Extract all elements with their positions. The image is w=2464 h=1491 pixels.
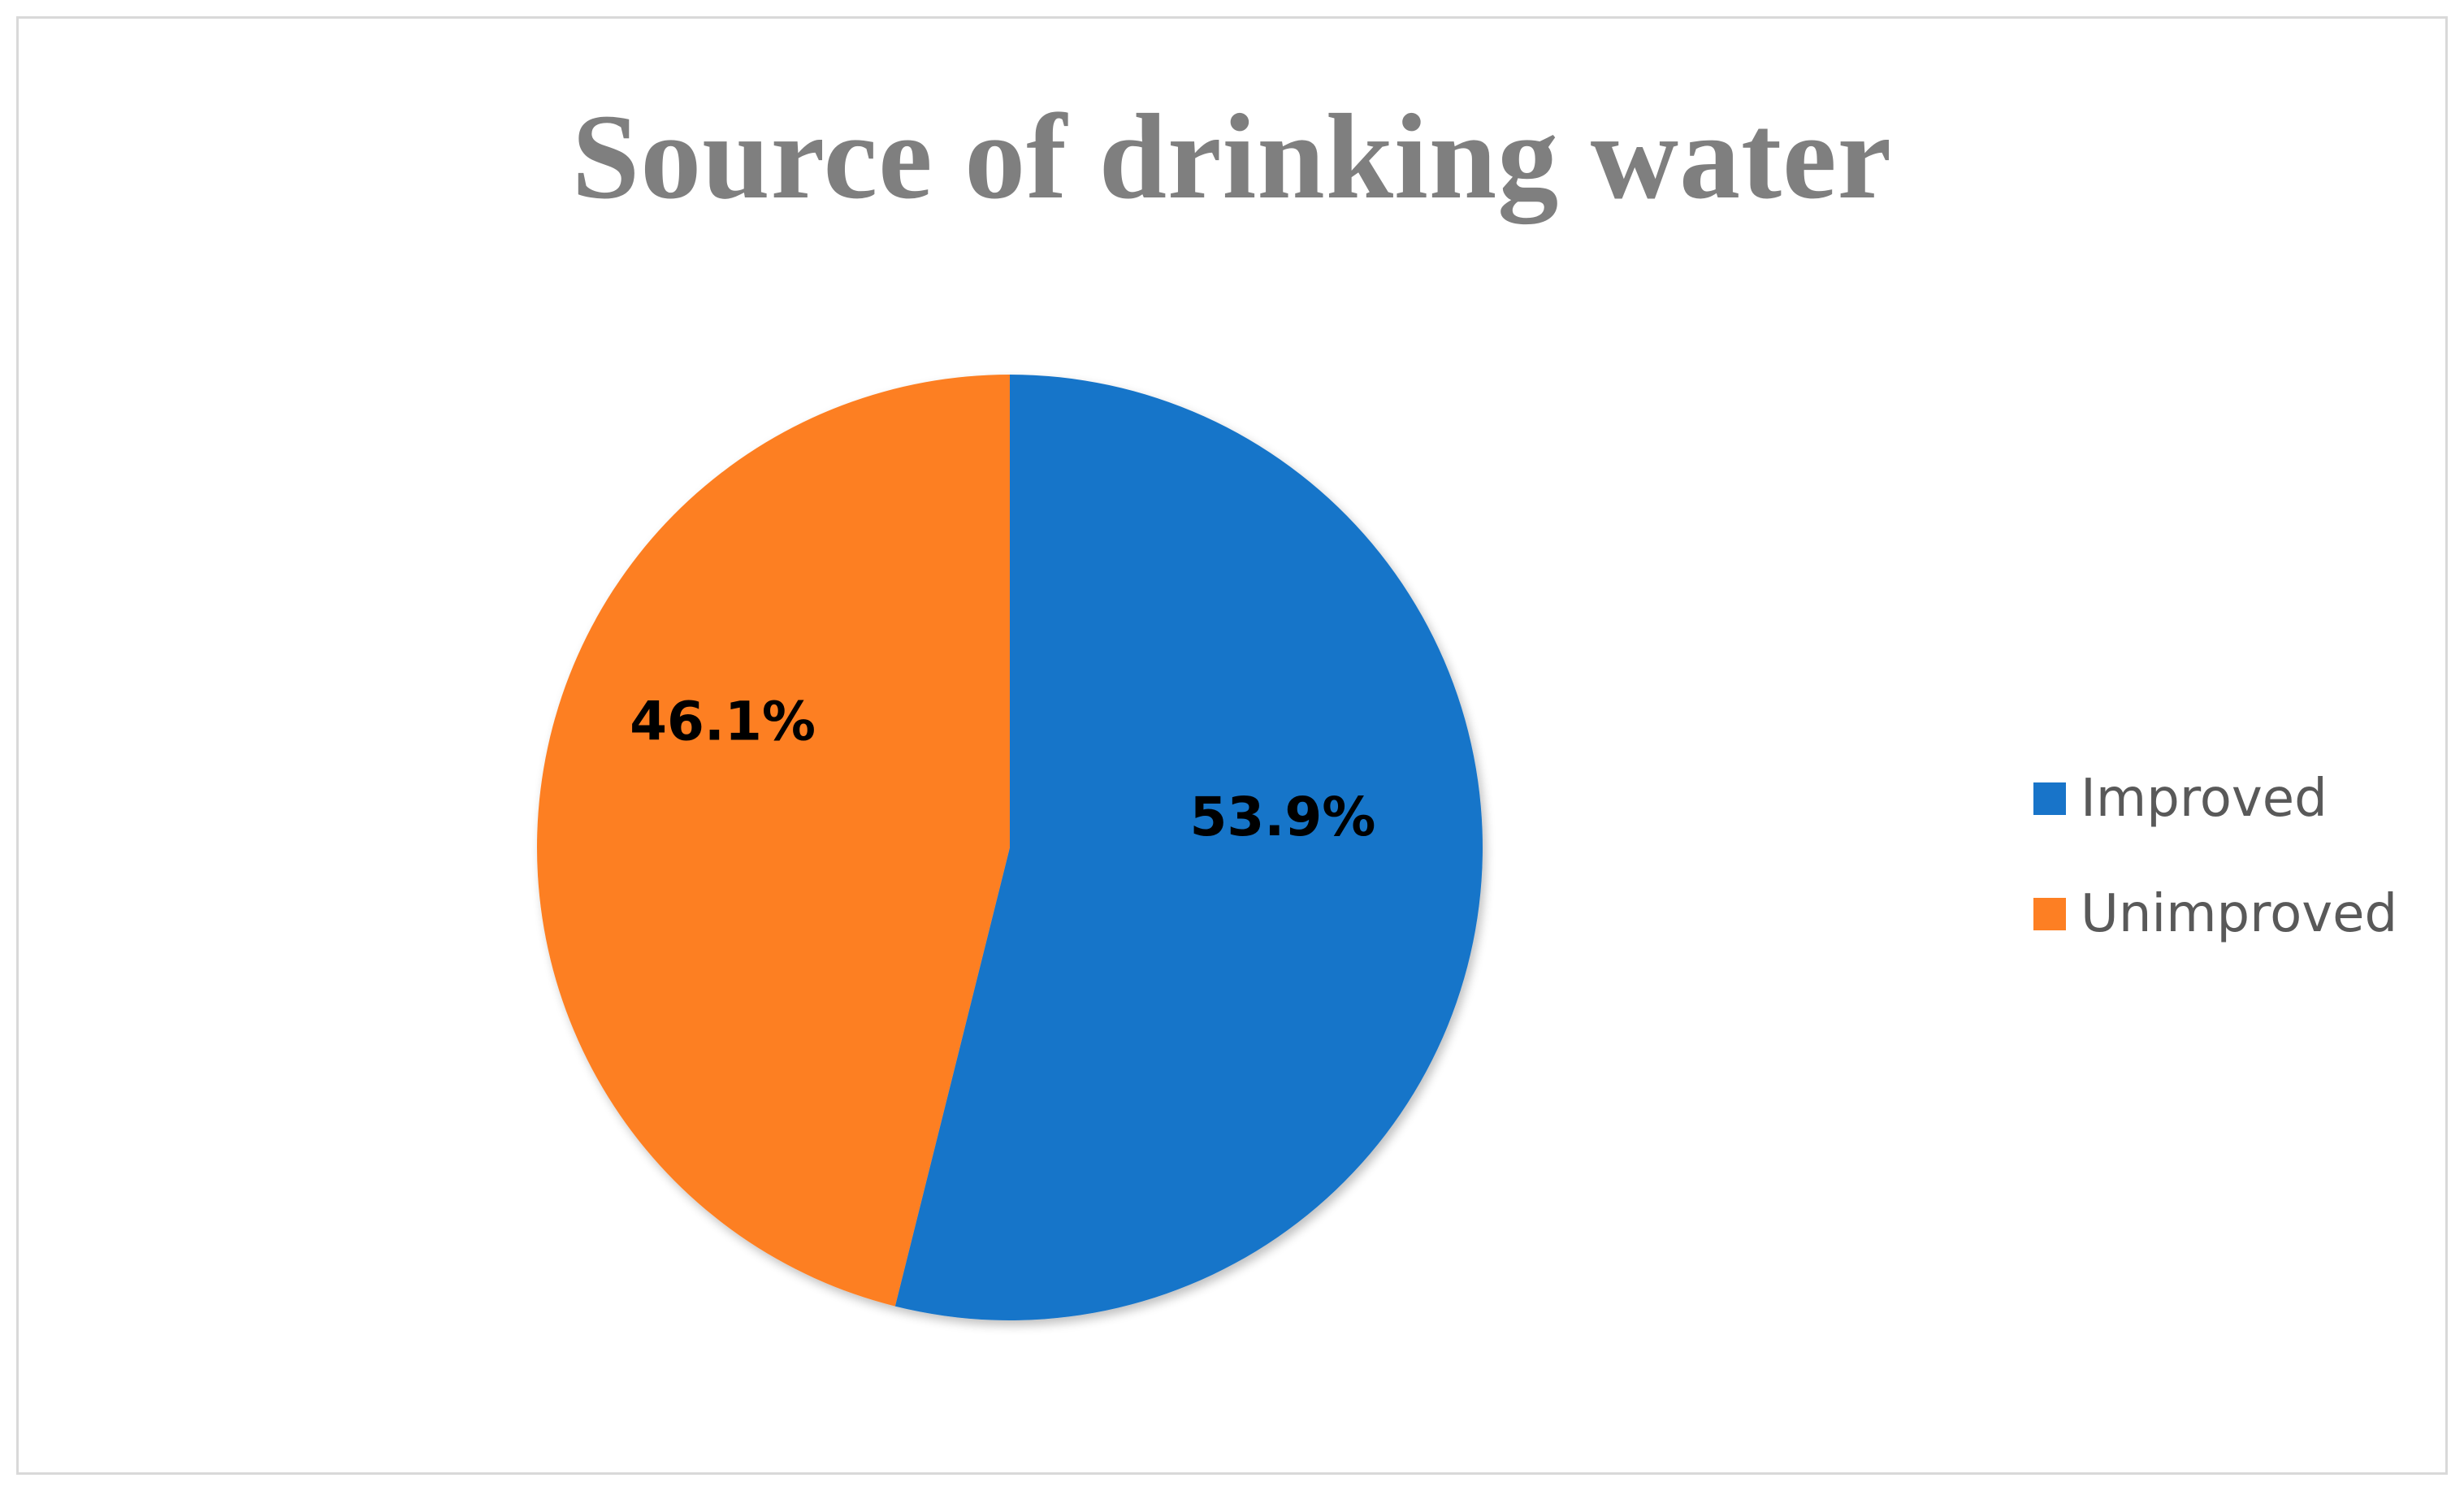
pie-slices (537, 375, 1483, 1320)
pie-slice-unimproved (537, 375, 1010, 1307)
legend-label-unimproved: Unimproved (2081, 884, 2398, 944)
legend-swatch-unimproved (2033, 898, 2066, 930)
pie-data-labels: 53.9% 46.1% (630, 691, 1375, 849)
legend-item-improved: Improved (2033, 766, 2397, 831)
legend-label-improved: Improved (2081, 769, 2328, 829)
pie-slice-improved (894, 375, 1483, 1320)
legend-swatch-improved (2033, 782, 2066, 815)
chart-frame: Source of drinking water 53.9% 46.1% Impr… (16, 16, 2448, 1475)
data-label-unimproved: 46.1% (630, 691, 816, 753)
chart-title: Source of drinking water (571, 89, 1893, 224)
data-label-improved: 53.9% (1189, 786, 1375, 848)
pie-chart: 53.9% 46.1% (537, 375, 1483, 1320)
legend: Improved Unimproved (2033, 766, 2397, 997)
legend-item-unimproved: Unimproved (2033, 882, 2397, 947)
